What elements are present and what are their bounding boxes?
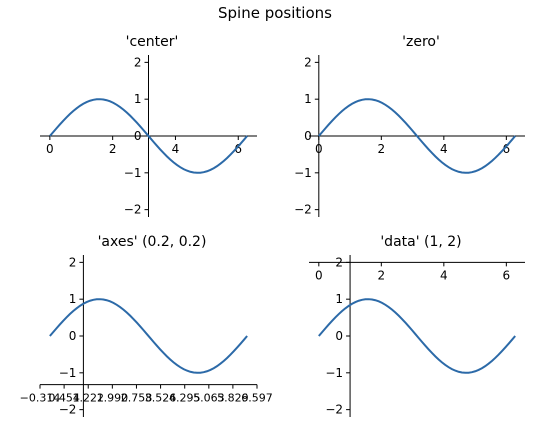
x-tick-label: 6.597: [241, 392, 273, 405]
x-tick-label: 0: [315, 268, 323, 282]
y-tick-label: 1: [134, 92, 142, 106]
x-tick-label: 2.758: [121, 392, 153, 405]
x-tick-label: 4: [172, 142, 180, 156]
x-tick-label: 4.295: [169, 392, 201, 405]
y-tick-label: −1: [325, 366, 343, 380]
x-tick-label: 0: [46, 142, 54, 156]
y-tick-label: 0: [134, 129, 142, 143]
panel-title: 'data' (1, 2): [380, 234, 461, 250]
sin-line: [49, 98, 248, 174]
y-tick-label: 2: [134, 55, 142, 69]
x-tick-label: 6: [503, 142, 511, 156]
y-tick-label: −1: [124, 166, 142, 180]
sin-line: [49, 298, 248, 374]
y-tick-label: −2: [294, 203, 312, 217]
x-tick-label: 0: [315, 142, 323, 156]
y-tick-label: −2: [59, 403, 77, 417]
x-tick-label: 4: [440, 268, 448, 282]
x-tick-label: 2: [109, 142, 117, 156]
x-tick-label: 2: [378, 142, 386, 156]
x-tick-label: 6: [234, 142, 242, 156]
y-tick-label: −1: [59, 366, 77, 380]
y-tick-label: 0: [335, 329, 343, 343]
y-tick-label: 1: [335, 292, 343, 306]
x-tick-label: 5.063: [193, 392, 225, 405]
x-tick-label: 4: [440, 142, 448, 156]
sin-line: [318, 98, 516, 174]
panel-title: 'zero': [402, 34, 440, 50]
y-tick-label: 2: [304, 55, 312, 69]
panel-title: 'center': [126, 34, 179, 50]
x-tick-label: 5.829: [217, 392, 249, 405]
chart-axes: 'axes' (0.2, 0.2) −0.3140.4541.2221.9902.…: [20, 234, 273, 417]
x-tick-label: 6: [503, 268, 511, 282]
y-tick-label: 0: [69, 329, 77, 343]
y-tick-label: −1: [294, 166, 312, 180]
y-tick-label: 1: [69, 292, 77, 306]
y-tick-label: −2: [124, 203, 142, 217]
x-tick-label: 3.526: [145, 392, 177, 405]
panel-title: 'axes' (0.2, 0.2): [98, 234, 207, 250]
y-tick-label: −2: [325, 403, 343, 417]
y-tick-label: 2: [335, 255, 343, 269]
x-tick-label: 2: [378, 268, 386, 282]
x-tick-label: 1.222: [72, 392, 104, 405]
figure-suptitle: Spine positions: [218, 4, 332, 22]
x-tick-label: 1.990: [97, 392, 129, 405]
y-tick-label: 1: [304, 92, 312, 106]
y-tick-label: 2: [69, 255, 77, 269]
chart-center: 'center' 0 2 4 6 −2 −1 0 1 2: [40, 34, 257, 217]
y-tick-label: 0: [304, 129, 312, 143]
sin-line: [318, 298, 516, 374]
x-tick-label: 0.454: [48, 392, 80, 405]
x-tick-label: −0.314: [20, 392, 61, 405]
